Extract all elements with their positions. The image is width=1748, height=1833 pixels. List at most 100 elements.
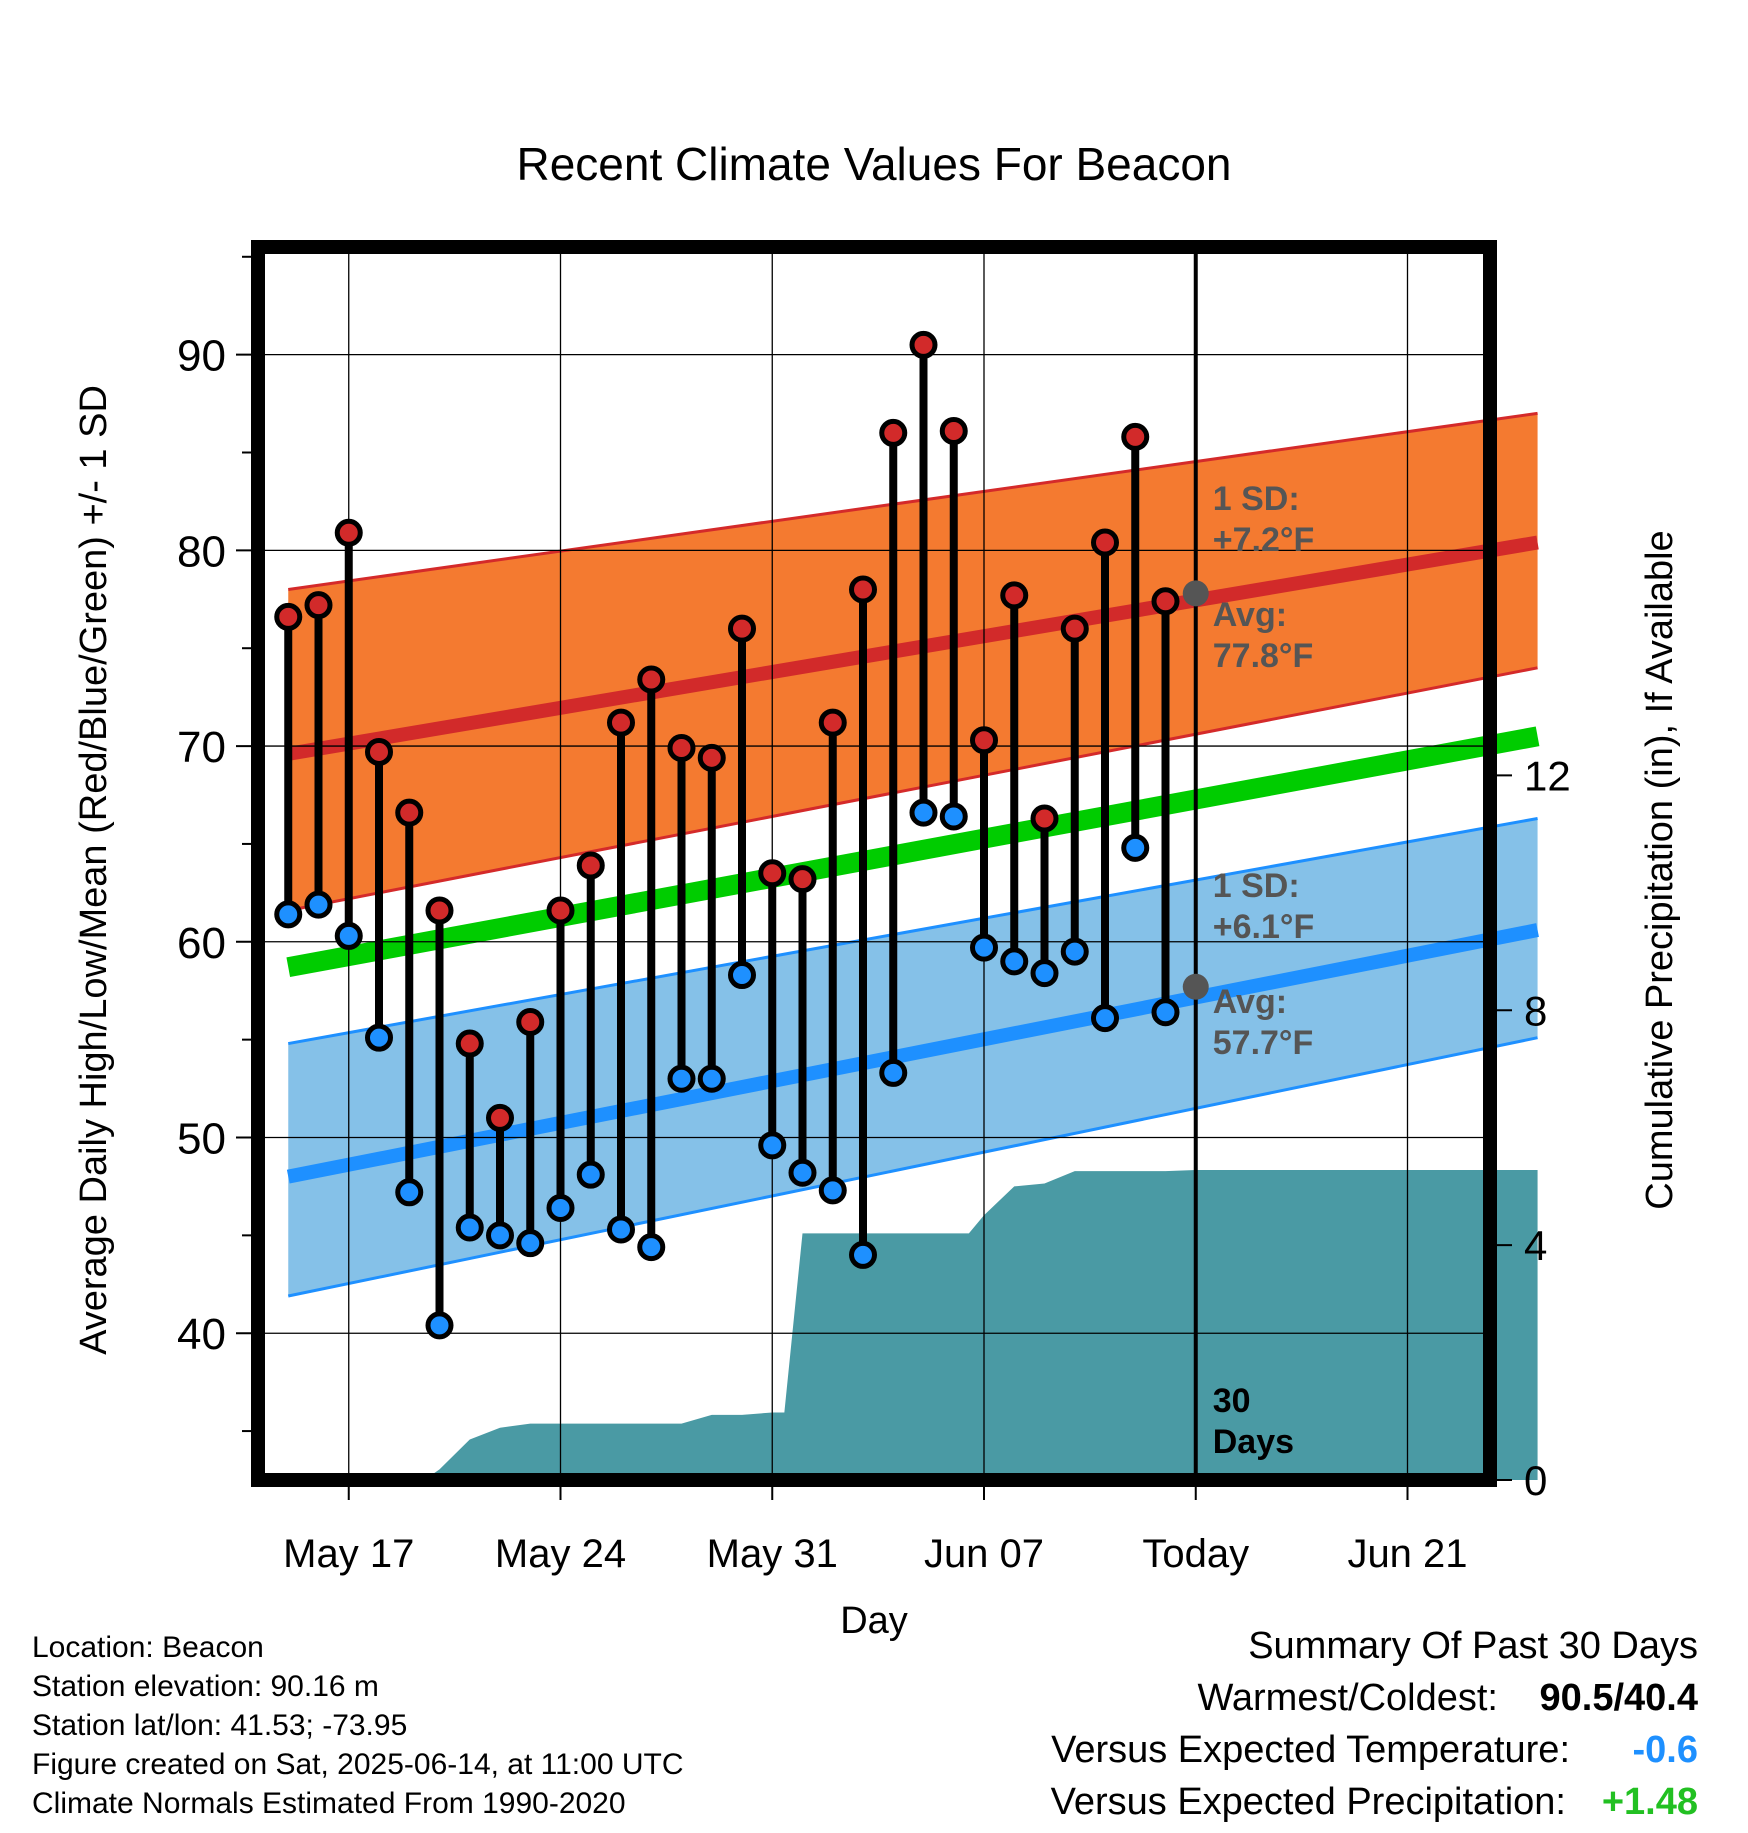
- high-point: [546, 896, 575, 925]
- low-point: [607, 1215, 635, 1244]
- high-point: [516, 1008, 545, 1037]
- low-avg-annotation-line1: Avg:: [1213, 983, 1287, 1021]
- days-annotation-line1: 30: [1213, 1382, 1251, 1420]
- x-axis-label: Day: [840, 1600, 908, 1642]
- warmest-coldest-value: 90.5/40.4: [1540, 1677, 1698, 1719]
- high-point: [1121, 422, 1150, 451]
- high-sd-annotation-line1: 1 SD:: [1213, 480, 1300, 518]
- high-point: [334, 518, 363, 547]
- normals-text: Climate Normals Estimated From 1990-2020: [32, 1787, 626, 1820]
- low-sd-band-upper-edge: [287, 817, 1538, 1046]
- low-sd-band-lower-edge: [287, 1036, 1538, 1298]
- low-point: [1121, 833, 1150, 862]
- low-point: [516, 1229, 545, 1258]
- x-tick-label: May 24: [495, 1532, 626, 1576]
- low-point: [304, 890, 333, 919]
- high-sd-band-lower-edge: [287, 666, 1538, 912]
- x-tick-label: Today: [1142, 1532, 1249, 1576]
- precip-vs-expected-label: Versus Expected Precipitation:: [1051, 1781, 1566, 1823]
- today-average-marker: [1182, 580, 1209, 607]
- low-point: [576, 1160, 605, 1189]
- high-point: [909, 330, 938, 359]
- chart-title: Recent Climate Values For Beacon: [516, 138, 1231, 190]
- y2-tick-label: 0: [1524, 1457, 1547, 1504]
- high-sd-band-upper-edge: [288, 411, 1538, 591]
- x-tick-label: Jun 21: [1347, 1532, 1467, 1576]
- low-point: [909, 798, 938, 827]
- low-point: [849, 1240, 877, 1269]
- high-point: [1060, 614, 1089, 643]
- station-info: Location: Beacon Station elevation: 90.1…: [32, 1631, 684, 1820]
- y-tick-label: 60: [177, 919, 226, 968]
- high-point: [818, 708, 847, 737]
- y2-tick-label: 8: [1524, 987, 1547, 1034]
- elevation-text: Station elevation: 90.16 m: [32, 1670, 379, 1703]
- low-point: [365, 1023, 393, 1052]
- low-point: [697, 1064, 726, 1093]
- y2-tick-label: 4: [1524, 1222, 1547, 1269]
- low-sd-annotation-line1: 1 SD:: [1213, 867, 1300, 905]
- high-point: [365, 737, 393, 766]
- low-point: [1151, 998, 1180, 1027]
- mean-average-line: [286, 726, 1540, 978]
- low-point: [818, 1176, 847, 1205]
- low-point: [425, 1311, 454, 1340]
- temp-vs-expected-value: -0.6: [1633, 1729, 1698, 1771]
- high-point: [455, 1029, 484, 1058]
- latlon-text: Station lat/lon: 41.53; -73.95: [32, 1709, 407, 1742]
- summary-panel: Summary Of Past 30 Days Warmest/Coldest:…: [1051, 1625, 1698, 1823]
- high-point: [1000, 581, 1029, 610]
- high-point: [728, 614, 756, 643]
- low-point: [939, 802, 968, 831]
- high-point: [1091, 528, 1119, 557]
- high-point: [637, 665, 666, 694]
- high-point: [788, 865, 817, 894]
- high-point: [274, 602, 303, 631]
- y-tick-label: 40: [177, 1310, 226, 1359]
- low-point: [637, 1233, 666, 1262]
- today-average-marker: [1182, 973, 1209, 1000]
- low-sd-annotation-line2: +6.1°F: [1213, 908, 1315, 946]
- y-tick-label: 80: [177, 527, 226, 576]
- high-point: [395, 798, 424, 827]
- high-point: [576, 851, 605, 880]
- low-point: [455, 1213, 484, 1242]
- low-point: [395, 1178, 424, 1207]
- high-avg-annotation-line2: 77.8°F: [1213, 637, 1314, 675]
- warmest-coldest-label: Warmest/Coldest:: [1197, 1677, 1498, 1719]
- high-average-line: [287, 535, 1539, 761]
- axes: 40 50 60 70 80 90 0 4 8 12 May 17 May 24 May 31 Jun 0…: [177, 240, 1571, 1576]
- low-point: [546, 1193, 575, 1222]
- y2-tick-label: 12: [1524, 752, 1571, 799]
- low-point: [667, 1064, 696, 1093]
- low-point: [1091, 1004, 1119, 1033]
- high-point: [425, 896, 454, 925]
- summary-title: Summary Of Past 30 Days: [1248, 1625, 1698, 1667]
- high-point: [486, 1103, 514, 1132]
- low-point: [274, 900, 303, 929]
- high-point: [1151, 587, 1180, 616]
- high-point: [970, 726, 998, 755]
- low-point: [334, 921, 363, 950]
- y-axis-label: Average Daily High/Low/Mean (Red/Blue/Gr…: [73, 385, 115, 1355]
- high-point: [849, 575, 877, 604]
- high-avg-annotation-line1: Avg:: [1213, 596, 1287, 634]
- low-point: [758, 1131, 787, 1160]
- x-tick-label: Jun 07: [924, 1532, 1044, 1576]
- high-point: [667, 734, 696, 763]
- high-point: [304, 591, 333, 620]
- low-point: [1000, 947, 1029, 976]
- precipitation-area: [424, 1169, 1538, 1480]
- low-point: [879, 1058, 908, 1087]
- low-point: [970, 933, 998, 962]
- high-sd-band: [288, 413, 1538, 911]
- high-point: [697, 743, 726, 772]
- created-text: Figure created on Sat, 2025-06-14, at 11…: [32, 1748, 684, 1781]
- high-point: [758, 859, 787, 888]
- y-tick-label: 90: [177, 332, 226, 381]
- low-point: [788, 1158, 817, 1187]
- temp-vs-expected-label: Versus Expected Temperature:: [1051, 1729, 1570, 1771]
- precip-vs-expected-value: +1.48: [1602, 1781, 1698, 1823]
